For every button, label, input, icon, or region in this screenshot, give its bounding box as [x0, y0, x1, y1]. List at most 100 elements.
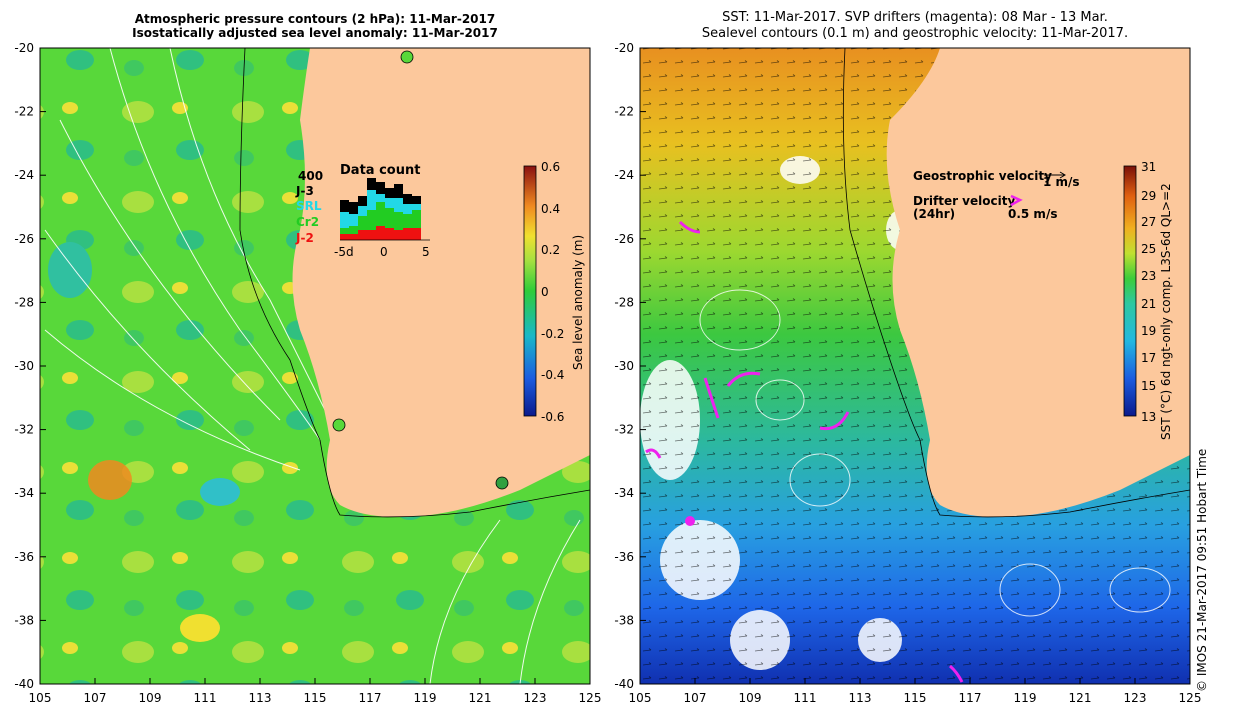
sla-colorbar-tick: -0.2	[541, 327, 564, 341]
y-tick-label: -30	[614, 359, 634, 373]
right-title-line2: Sealevel contours (0.1 m) and geostrophi…	[701, 26, 1129, 41]
sla-colorbar-tick: 0.2	[541, 243, 560, 257]
inset-bars	[340, 178, 430, 241]
data-count-inset: Data count 400 J-3 SRL Cr2 J-2 -5d 0 5	[295, 163, 430, 259]
x-tick-label: 117	[359, 691, 382, 705]
sla-colorbar-tick: 0.4	[541, 202, 560, 216]
x-tick-label: 105	[629, 691, 652, 705]
left-anomaly-cool	[200, 478, 240, 506]
x-tick-label: 121	[1069, 691, 1092, 705]
sla-colorbar: 0.6 0.4 0.2 0 -0.2 -0.4 -0.6 Sea level a…	[523, 160, 585, 424]
sst-colorbar-tick: 23	[1141, 269, 1156, 283]
right-map-title: SST: 11-Mar-2017. SVP drifters (magenta)…	[640, 10, 1190, 42]
sst-colorbar-label: SST (°C) 6d ngt-only comp. L3S-6d QL>=2	[1159, 183, 1173, 440]
x-tick-label: 123	[1124, 691, 1147, 705]
x-tick-label: 107	[684, 691, 707, 705]
y-tick-label: -36	[614, 550, 634, 564]
y-tick-label: -22	[614, 105, 634, 119]
y-tick-label: -34	[14, 486, 34, 500]
sst-colorbar-tick: 25	[1141, 242, 1156, 256]
right-bathymetry-contour	[842, 47, 1191, 518]
x-tick-label: 119	[1014, 691, 1037, 705]
tide-gauge-marker	[400, 50, 414, 64]
sst-colorbar-tick: 17	[1141, 351, 1156, 365]
left-land	[292, 48, 590, 518]
inset-xtick: 5	[422, 245, 430, 259]
legend-j2: J-2	[295, 231, 314, 245]
drifter-label: Drifter velocity	[913, 194, 1015, 208]
sla-colorbar-tick: -0.4	[541, 368, 564, 382]
tide-gauge-marker	[332, 418, 346, 432]
sla-colorbar-tick: 0	[541, 285, 549, 299]
y-tick-label: -32	[614, 423, 634, 437]
y-tick-label: -38	[14, 613, 34, 627]
x-tick-label: 119	[414, 691, 437, 705]
arrowhead-icon	[1059, 171, 1066, 179]
left-map-title: Atmospheric pressure contours (2 hPa): 1…	[40, 12, 590, 40]
sst-colorbar-tick: 31	[1141, 160, 1156, 174]
drifter-scale: 0.5 m/s	[1008, 207, 1057, 221]
y-tick-label: -36	[14, 550, 34, 564]
inset-xtick: -5d	[334, 245, 354, 259]
y-tick-label: -20	[614, 41, 634, 55]
x-tick-label: 109	[139, 691, 162, 705]
pressure-contours	[44, 47, 581, 685]
geostrophic-label: Geostrophic velocity	[913, 169, 1052, 183]
y-tick-label: -26	[14, 232, 34, 246]
y-tick-label: -40	[14, 677, 34, 691]
y-tick-label: -22	[14, 105, 34, 119]
y-tick-label: -32	[14, 423, 34, 437]
axes: 105 107 109 111 113 115 117 119 121 123 125 -20 -22 -…	[14, 41, 1201, 705]
sst-colorbar-tick: 15	[1141, 379, 1156, 393]
left-anomaly-warm-2	[180, 614, 220, 642]
x-tick-label: 121	[469, 691, 492, 705]
drifter-scale-arrow-icon	[1010, 194, 1023, 207]
sst-colorbar-tick: 21	[1141, 297, 1156, 311]
y-tick-label: -28	[14, 295, 34, 309]
inset-xtick: 0	[380, 245, 388, 259]
y-tick-label: -34	[614, 486, 634, 500]
drifter-track	[678, 220, 701, 234]
legend-srl: SRL	[296, 199, 322, 213]
drifter-track	[703, 377, 720, 419]
left-bathymetry-contour	[239, 47, 591, 518]
drifter-track	[819, 411, 850, 431]
x-tick-label: 109	[739, 691, 762, 705]
x-tick-label: 125	[1179, 691, 1202, 705]
inset-max-label: 400	[298, 169, 323, 183]
left-title-line2: Isostatically adjusted sea level anomaly…	[132, 26, 498, 40]
x-tick-label: 105	[29, 691, 52, 705]
drifter-tracks	[645, 220, 964, 683]
drifter-position	[685, 516, 695, 526]
drifter-track	[645, 448, 662, 459]
y-tick-label: -40	[614, 677, 634, 691]
x-tick-label: 111	[194, 691, 217, 705]
y-tick-label: -24	[614, 168, 634, 182]
x-tick-label: 113	[849, 691, 872, 705]
credit-text: © IMOS 21-Mar-2017 09:51 Hobart Time	[1195, 449, 1209, 692]
y-tick-label: -20	[14, 41, 34, 55]
left-anomaly-warm	[88, 460, 132, 500]
y-tick-label: -24	[14, 168, 34, 182]
sst-colorbar-tick: 13	[1141, 410, 1156, 424]
geostrophic-scale: 1 m/s	[1043, 175, 1080, 189]
drifter-track	[949, 664, 964, 683]
x-tick-label: 113	[249, 691, 272, 705]
left-map: Data count 400 J-3 SRL Cr2 J-2 -5d 0 5	[39, 47, 591, 685]
sst-colorbar-tick: 27	[1141, 215, 1156, 229]
x-tick-label: 111	[794, 691, 817, 705]
sla-colorbar-label: Sea level anomaly (m)	[571, 235, 585, 370]
left-anomaly-cool-2	[48, 242, 92, 298]
x-tick-label: 107	[84, 691, 107, 705]
legend-j3: J-3	[295, 184, 314, 198]
y-tick-label: -30	[14, 359, 34, 373]
x-tick-label: 115	[304, 691, 327, 705]
sst-colorbar-tick: 29	[1141, 189, 1156, 203]
y-tick-label: -38	[614, 613, 634, 627]
y-tick-label: -26	[614, 232, 634, 246]
drifter-track	[726, 371, 761, 387]
tide-gauge-marker	[495, 476, 509, 490]
sst-colorbar: 31 29 27 25 23 21 19 17 15 13 SST (°C) 6…	[1123, 160, 1173, 440]
x-tick-label: 117	[959, 691, 982, 705]
